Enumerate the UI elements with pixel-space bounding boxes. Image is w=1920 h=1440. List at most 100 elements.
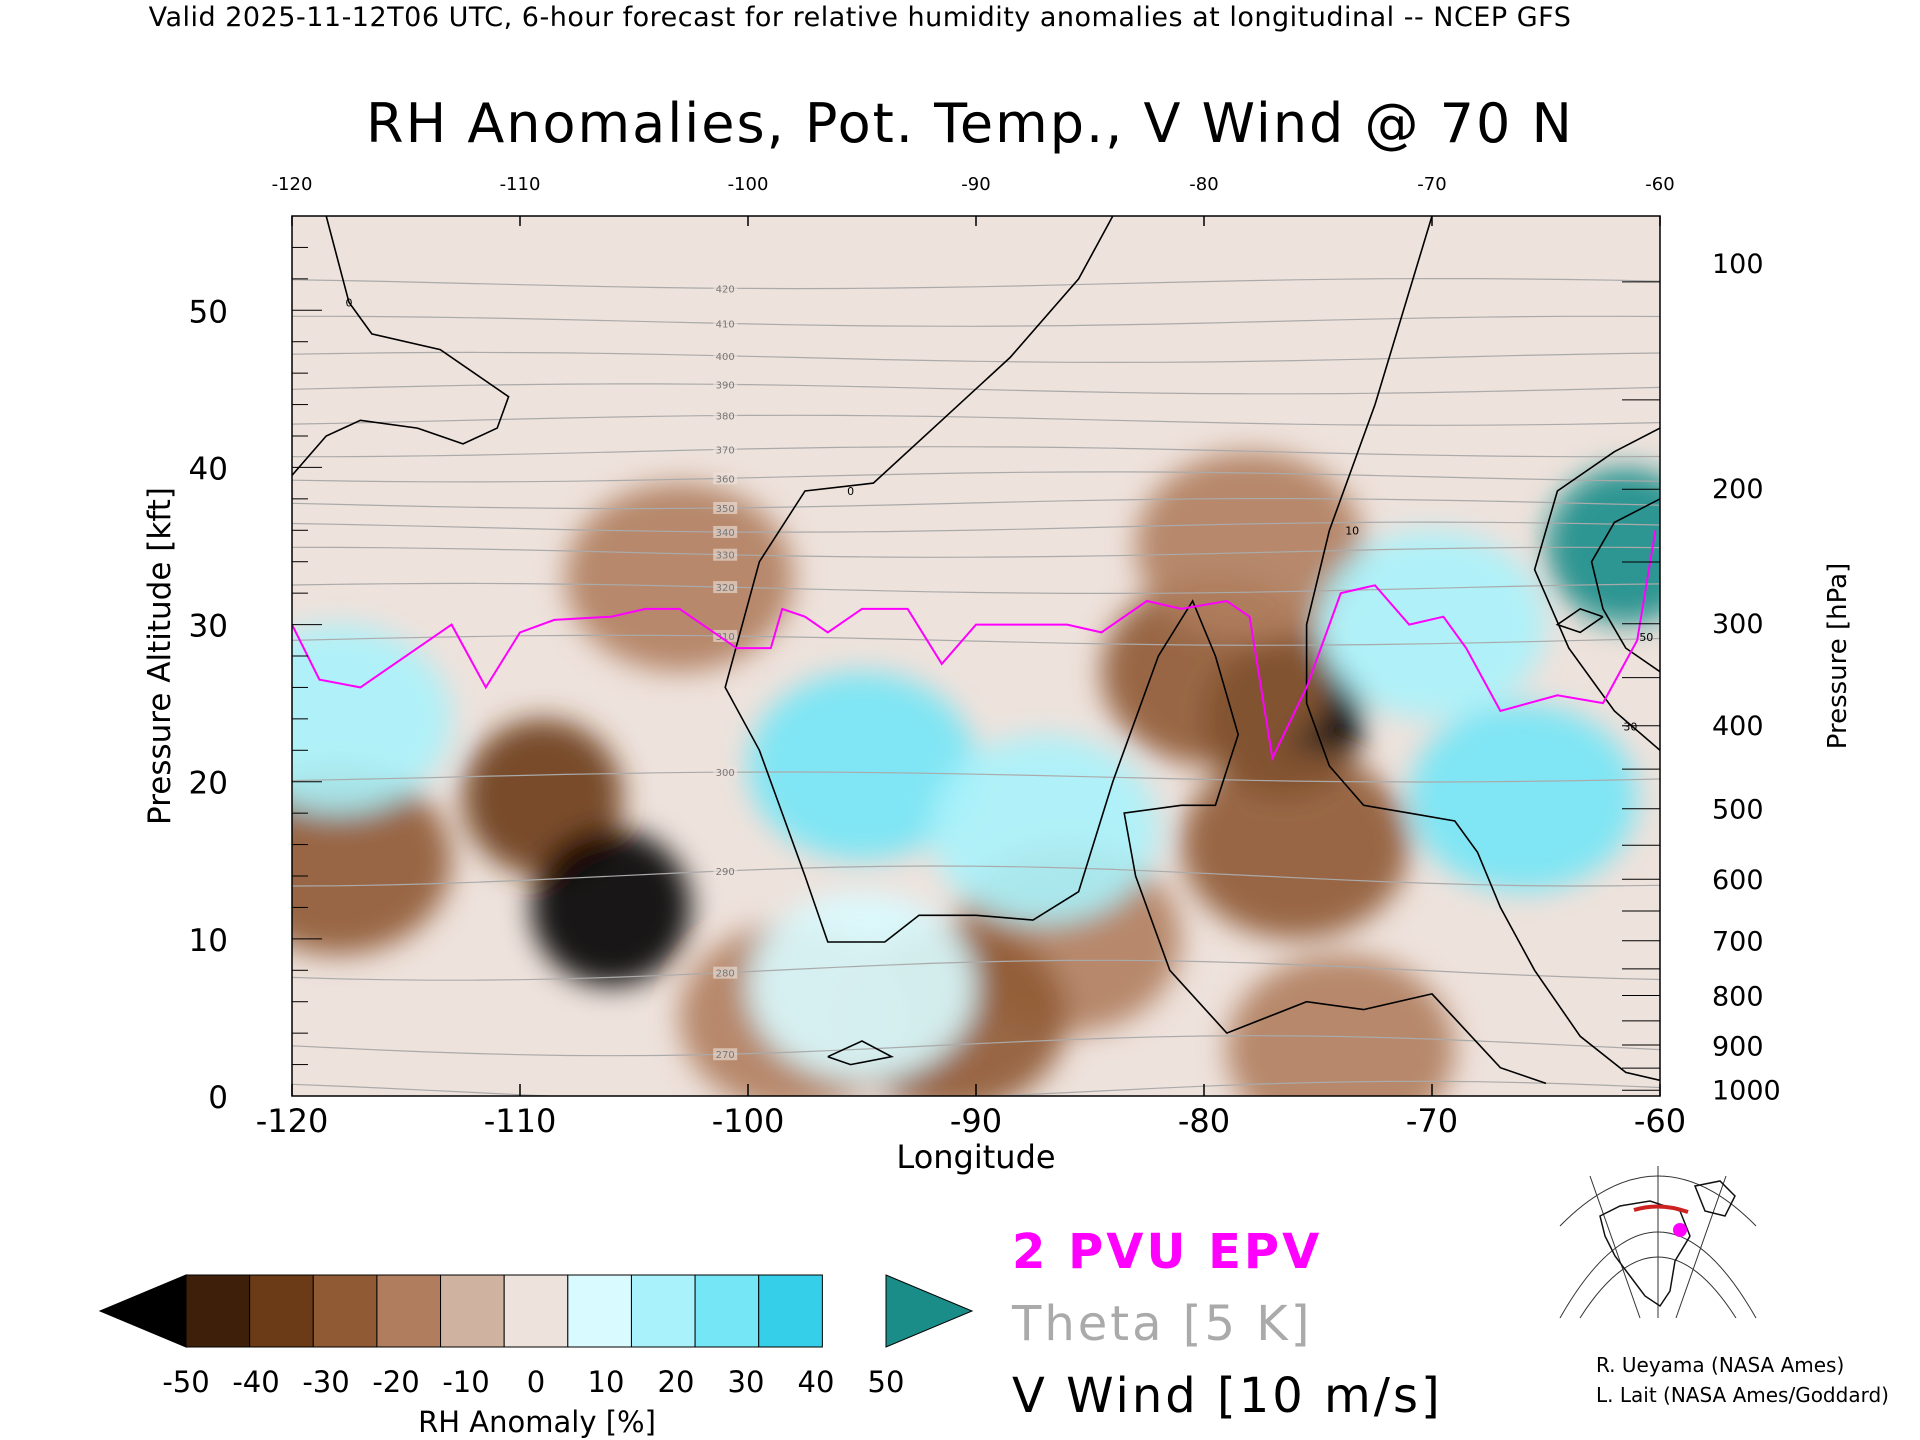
- theta-contour-label-7: 330: [716, 551, 735, 562]
- pressure-axis-label: Pressure [hPa]: [1823, 563, 1853, 750]
- pressure-tick-label-9: 1000: [1712, 1076, 1781, 1107]
- theta-label-bg-11: [713, 443, 738, 456]
- colorbar-swatch-1: [249, 1274, 314, 1348]
- theta-contour-label-8: 340: [716, 528, 735, 539]
- colorbar-tick-label-6: 10: [588, 1365, 625, 1399]
- theta-label-bg-15: [713, 317, 738, 330]
- pressure-tick-label-6: 700: [1712, 926, 1764, 957]
- theta-contour-line-16: [292, 278, 1660, 290]
- top-tick-label-4: -80: [1189, 174, 1218, 195]
- rh-anomaly-blob-11: [1226, 954, 1455, 1096]
- x-tick-label-1: -110: [484, 1102, 557, 1140]
- colorbar-tick-label-10: 50: [868, 1365, 905, 1399]
- theta-contour-line-1: [292, 1035, 1660, 1057]
- rh-anomaly-blob-2: [292, 766, 452, 955]
- theta-label-bg-9: [713, 501, 738, 514]
- colorbar-tick-label-5: 0: [527, 1365, 545, 1399]
- v-wind-contour-2: [1305, 216, 1660, 1082]
- top-tick-label-2: -100: [728, 174, 769, 195]
- colorbar-tick-label-1: -40: [232, 1365, 279, 1399]
- legend-vwind: V Wind [10 m/s]: [1012, 1368, 1443, 1424]
- rh-anomaly-field: [292, 451, 1660, 1096]
- theta-contour-label-5: 310: [716, 632, 735, 643]
- inset-meridian-3: [1675, 1175, 1727, 1319]
- theta-contour-label-2: 280: [716, 969, 735, 980]
- pressure-tick-label-3: 400: [1712, 711, 1764, 742]
- y-tick-label-3: 30: [189, 609, 228, 645]
- v-wind-contour-6: [1555, 608, 1604, 634]
- colorbar-swatch-3: [376, 1274, 442, 1348]
- theta-contour-line-4: [292, 771, 1660, 783]
- colorbar-label: RH Anomaly [%]: [418, 1405, 656, 1439]
- colorbar-swatch-7: [630, 1274, 696, 1348]
- theta-contour-line-2: [292, 959, 1660, 981]
- theta-label-bg-7: [713, 548, 738, 561]
- pressure-tick-label-2: 300: [1712, 609, 1764, 640]
- valid-time-header: Valid 2025-11-12T06 UTC, 6-hour forecast…: [148, 2, 1572, 33]
- v-wind-contour-label-2: 10: [1345, 524, 1359, 537]
- top-tick-label-6: -60: [1645, 174, 1674, 195]
- y-tick-label-5: 50: [189, 294, 228, 330]
- colorbar-tick-label-0: -50: [162, 1365, 209, 1399]
- y-axis-label: Pressure Altitude [kft]: [142, 487, 178, 825]
- theta-contour-line-12: [292, 414, 1660, 426]
- colorbar-tick-label-9: 40: [798, 1365, 835, 1399]
- v-wind-contour-label-4: 50: [1639, 631, 1653, 644]
- y-tick-label-2: 20: [189, 766, 228, 802]
- theta-contour-label-3: 290: [716, 867, 735, 878]
- x-tick-label-4: -80: [1178, 1102, 1230, 1140]
- epv-2pvu-line: [292, 530, 1657, 762]
- location-inset-map: [1559, 1166, 1757, 1319]
- x-tick-label-3: -90: [950, 1102, 1002, 1140]
- x-axis-label: Longitude: [896, 1138, 1055, 1176]
- x-tick-label-5: -70: [1406, 1102, 1458, 1140]
- inset-meridian-2: [1589, 1175, 1641, 1319]
- colorbar-over-triangle: [885, 1274, 974, 1348]
- colorbar-under-triangle: [98, 1274, 187, 1348]
- theta-contour-line-9: [292, 498, 1660, 510]
- theta-contour-line-15: [292, 315, 1660, 327]
- theta-contour-line-3: [292, 865, 1660, 887]
- theta-label-bg-2: [713, 966, 738, 979]
- theta-contour-label-6: 320: [716, 583, 735, 594]
- theta-label-bg-10: [713, 472, 738, 485]
- top-tick-label-5: -70: [1417, 174, 1446, 195]
- rh-anomaly-blob-1: [531, 828, 691, 986]
- v-wind-contour-0: [292, 216, 510, 476]
- x-tick-label-0: -120: [256, 1102, 329, 1140]
- legend-epv: 2 PVU EPV: [1012, 1224, 1323, 1280]
- rh-anomaly-blob-17: [1546, 467, 1660, 625]
- theta-contour-line-8: [292, 521, 1660, 533]
- theta-contour-label-10: 360: [716, 474, 735, 485]
- pressure-tick-label-1: 200: [1712, 474, 1764, 505]
- v-wind-contour-label-3: 30: [1623, 721, 1637, 734]
- credit-line-1: R. Ueyama (NASA Ames): [1596, 1353, 1845, 1377]
- v-wind-contour-5: [827, 1040, 894, 1066]
- rh-field-blur-group: [292, 451, 1660, 1096]
- colorbar-tick-label-4: -10: [442, 1365, 489, 1399]
- rh-anomaly-blob-13: [930, 734, 1159, 924]
- y-tick-label-4: 40: [189, 451, 228, 487]
- credit-line-2: L. Lait (NASA Ames/Goddard): [1596, 1383, 1889, 1407]
- rh-anomaly-blob-14: [292, 624, 452, 814]
- theta-contour-label-13: 390: [716, 380, 735, 391]
- y-tick-label-0: 0: [208, 1080, 228, 1116]
- theta-contour-label-12: 380: [716, 412, 735, 423]
- theta-label-bg-16: [713, 282, 738, 295]
- y-tick-label-1: 10: [189, 923, 228, 959]
- top-tick-label-3: -90: [961, 174, 990, 195]
- pressure-tick-label-8: 900: [1712, 1032, 1764, 1063]
- theta-contour-line-10: [292, 471, 1660, 483]
- v-wind-contour-label-0: 0: [346, 296, 353, 309]
- v-wind-contour-3: [1533, 427, 1660, 751]
- theta-label-bg-1: [713, 1048, 738, 1061]
- colorbar-swatch-4: [440, 1274, 505, 1348]
- colorbar-tick-label-2: -30: [302, 1365, 349, 1399]
- theta-contour-line-6: [292, 582, 1660, 594]
- rh-anomaly-blob-6: [1181, 750, 1410, 939]
- plot-area: 2602702802903003103203303403503603703803…: [291, 215, 1661, 1097]
- theta-contour-line-14: [292, 351, 1660, 364]
- pressure-tick-label-0: 100: [1712, 249, 1764, 280]
- rh-anomaly-blob-16: [1318, 530, 1546, 719]
- theta-contour-label-9: 350: [716, 504, 735, 515]
